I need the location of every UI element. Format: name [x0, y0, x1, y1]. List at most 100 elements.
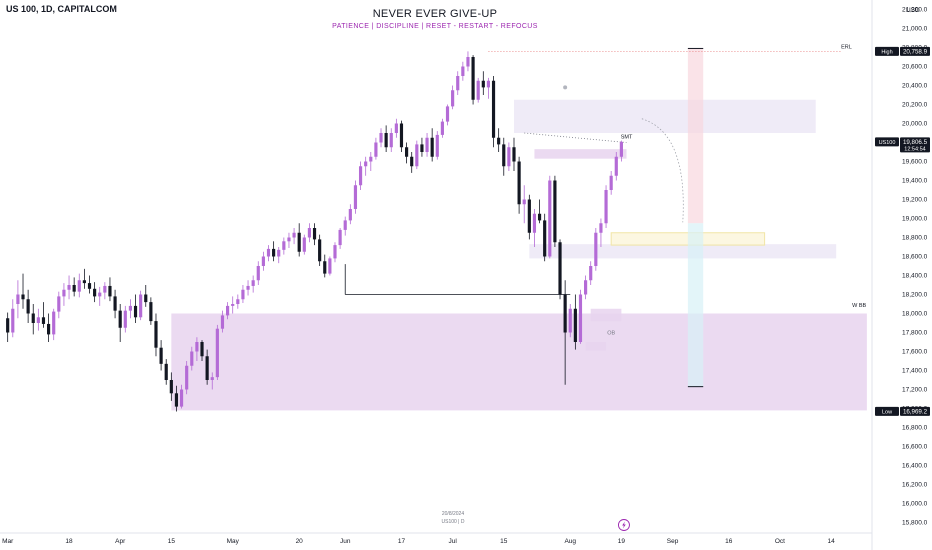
candle-body: [619, 141, 623, 157]
candle: [67, 275, 71, 300]
price-tag-value: 19,806.5: [903, 139, 928, 146]
candle: [11, 299, 15, 338]
candle-body: [374, 142, 378, 157]
y-tick-label: 20,000.0: [902, 121, 928, 128]
candle-body: [614, 156, 618, 176]
candle: [389, 128, 393, 152]
candle-body: [594, 232, 598, 266]
candle: [98, 286, 102, 306]
candle: [31, 304, 35, 335]
candle: [215, 324, 219, 380]
candle-body: [512, 147, 516, 162]
symbol-label[interactable]: US 100, 1D, CAPITALCOM: [6, 4, 117, 14]
candle: [522, 185, 526, 224]
candle-body: [128, 305, 133, 311]
candle-body: [26, 299, 30, 314]
candle-body: [348, 209, 352, 221]
candle: [589, 261, 593, 285]
candle: [210, 372, 214, 390]
y-tick-label: 16,400.0: [902, 463, 928, 470]
candle: [466, 51, 470, 72]
chart-subtitle: PATIENCE | DISCIPLINE | RESET - RESTART …: [332, 23, 538, 30]
candle: [379, 128, 383, 148]
x-tick-label: 20: [296, 538, 304, 545]
x-tick-label: Aug: [564, 538, 576, 545]
candle: [456, 71, 460, 95]
y-tick-label: 18,200.0: [902, 292, 928, 299]
candle-body: [379, 133, 383, 143]
candle: [558, 239, 562, 300]
candle-body: [47, 323, 51, 335]
candle-body: [548, 180, 552, 257]
watermark-date: 20/8/2024: [441, 511, 465, 517]
candle-body: [415, 144, 419, 167]
candle-body: [277, 249, 281, 257]
candle: [133, 294, 138, 323]
price-tag-label: High: [881, 49, 892, 55]
projection-arrow: [641, 118, 684, 223]
annotation-smt: SMT: [621, 135, 633, 141]
candle: [190, 346, 194, 371]
candle-body: [93, 288, 97, 297]
candle: [241, 285, 245, 304]
candle: [62, 283, 66, 306]
candle: [256, 261, 260, 285]
candle: [415, 140, 419, 170]
candle: [307, 223, 312, 243]
candle-body: [537, 213, 542, 221]
y-tick-label: 17,200.0: [902, 387, 928, 394]
x-tick-label: Sep: [667, 538, 679, 545]
candle-body: [179, 389, 184, 407]
candle: [6, 312, 10, 342]
candle: [594, 228, 598, 271]
candle-body: [302, 237, 306, 252]
price-tag-low: Low 16,969.2: [875, 406, 930, 416]
candle: [169, 372, 173, 401]
candle: [343, 216, 347, 236]
candle: [364, 156, 368, 176]
candle-body: [210, 377, 214, 380]
candle: [497, 128, 501, 152]
candle-body: [486, 80, 491, 88]
candle-body: [369, 156, 373, 162]
x-tick-label: May: [227, 538, 240, 545]
candle: [159, 340, 163, 371]
candle-body: [451, 90, 455, 107]
candle-body: [103, 285, 107, 293]
candle-body: [190, 351, 194, 366]
y-tick-label: 16,800.0: [902, 425, 928, 432]
candle: [297, 223, 301, 257]
price-tag-value-bg: [900, 137, 930, 153]
candle: [103, 282, 107, 300]
candle-body: [405, 147, 409, 157]
candle-body: [215, 328, 219, 378]
x-tick-label: 18: [65, 538, 73, 545]
candle: [185, 361, 189, 395]
candle-body: [420, 144, 424, 152]
candle-body: [517, 161, 521, 205]
candle-body: [461, 66, 465, 76]
candle-body: [16, 294, 20, 304]
candle-body: [333, 245, 337, 259]
candle: [420, 137, 424, 157]
candle-body: [205, 356, 209, 380]
candle: [461, 61, 465, 81]
price-tag-countdown: 12:54:54: [904, 146, 925, 152]
candle-body: [476, 80, 480, 100]
x-tick-label: 17: [398, 538, 406, 545]
candle: [384, 125, 388, 152]
candle-body: [72, 285, 76, 292]
candle: [481, 71, 485, 95]
candle-body: [98, 292, 102, 297]
candle: [476, 77, 480, 103]
candle: [87, 275, 92, 294]
annotation-erl: ERL: [841, 44, 852, 50]
candle: [139, 290, 143, 321]
y-tick-label: 18,800.0: [902, 235, 928, 242]
candle-body: [282, 241, 286, 250]
candle-body: [328, 258, 332, 274]
candle-body: [563, 294, 567, 333]
annotation-ob: OB: [607, 330, 615, 336]
